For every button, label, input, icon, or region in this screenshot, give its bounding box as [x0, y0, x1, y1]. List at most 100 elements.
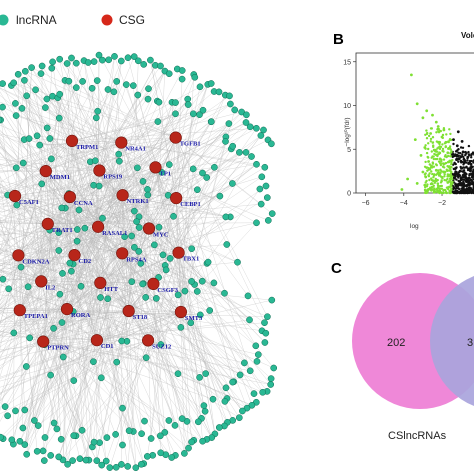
lncrna-node	[94, 107, 102, 115]
network-edge	[178, 252, 255, 394]
lncrna-node	[57, 435, 65, 443]
lncrna-node	[90, 181, 97, 189]
network-edge	[122, 195, 231, 218]
lncrna-node	[99, 56, 106, 64]
lncrna-node	[72, 84, 80, 91]
network-edge	[92, 195, 123, 447]
network-edge	[122, 253, 228, 423]
lncrna-node	[70, 377, 78, 384]
lncrna-node	[102, 457, 110, 465]
network-edge	[88, 62, 122, 143]
lncrna-node	[234, 258, 241, 266]
network-edge	[71, 140, 83, 431]
volcano-point	[423, 188, 427, 192]
lncrna-node	[135, 248, 143, 255]
network-edge	[121, 142, 265, 168]
volcano-point	[433, 188, 437, 191]
volcano-point	[448, 160, 451, 163]
volcano-point	[436, 186, 440, 190]
lncrna-node	[261, 319, 268, 327]
volcano-point	[430, 150, 433, 153]
volcano-point	[427, 147, 430, 151]
gene-label: RPS4A	[126, 256, 147, 263]
volcano-point	[424, 186, 427, 189]
volcano-point	[461, 160, 465, 164]
network-edge	[0, 310, 129, 314]
volcano-point	[430, 156, 433, 159]
network-edge	[122, 253, 243, 412]
network-edge	[8, 137, 176, 289]
lncrna-node	[12, 164, 20, 172]
volcano-point	[431, 113, 434, 117]
volcano-point	[442, 162, 446, 166]
network-edge	[16, 115, 156, 168]
lncrna-node	[55, 114, 63, 122]
volcano-point	[468, 167, 471, 170]
network-edge	[0, 255, 19, 350]
volcano-point	[460, 140, 464, 143]
network-edge	[0, 195, 16, 253]
network-edge	[0, 195, 16, 282]
volcano-point	[460, 184, 463, 187]
volcano-point	[463, 178, 466, 181]
lncrna-node	[55, 229, 63, 236]
volcano-point	[450, 150, 453, 153]
panel-letter-b: B	[333, 31, 344, 48]
volcano-point	[430, 170, 433, 173]
volcano-title: Volc	[461, 31, 474, 40]
network-edge	[34, 341, 44, 421]
network-edge	[26, 142, 122, 455]
volcano-point	[459, 165, 462, 169]
network-edge	[148, 228, 250, 321]
volcano-point	[457, 160, 460, 163]
network-edge	[0, 140, 98, 341]
network-edge	[44, 310, 129, 438]
gene-label: NR4A1	[125, 146, 146, 153]
network-edge	[15, 115, 42, 282]
volcano-point	[453, 162, 456, 165]
lncrna-node	[235, 414, 243, 422]
network-edge	[0, 313, 44, 342]
lncrna-node	[149, 451, 157, 459]
network-edge	[0, 140, 73, 201]
volcano-point	[441, 143, 444, 146]
lncrna-node	[23, 92, 31, 100]
network-edge	[153, 283, 165, 433]
network-edge	[29, 138, 123, 196]
lncrna-node	[166, 255, 174, 262]
volcano-point	[461, 150, 465, 154]
volcano-point	[444, 154, 447, 157]
lncrna-node	[46, 135, 54, 142]
network-edge	[0, 281, 42, 325]
volcano-point	[425, 179, 428, 183]
network-edge	[97, 70, 183, 227]
volcano-point	[432, 174, 436, 177]
network-edge	[0, 247, 19, 256]
volcano-point	[425, 109, 429, 113]
csg-node	[174, 305, 187, 319]
network-edge	[24, 80, 42, 282]
network-edge	[178, 252, 199, 422]
gene-label: IL2	[45, 284, 55, 291]
network-edge	[122, 253, 225, 294]
lncrna-node	[99, 214, 106, 222]
network-edge	[0, 187, 68, 310]
network-edge	[121, 142, 132, 282]
volcano-point	[448, 185, 452, 189]
lncrna-node	[263, 194, 271, 201]
lncrna-node	[129, 82, 137, 89]
network-edge	[45, 171, 176, 456]
lncrna-node	[43, 124, 51, 132]
gene-label: RPS19	[103, 174, 123, 181]
network-edge	[122, 253, 212, 438]
network-edge	[0, 273, 20, 311]
volcano-point	[438, 147, 442, 151]
y-tick-label: 0	[347, 191, 351, 198]
network-edge	[0, 281, 42, 332]
network-edge	[0, 282, 101, 348]
volcano-point	[448, 145, 452, 148]
lncrna-node	[90, 358, 97, 366]
volcano-point	[457, 157, 461, 161]
network-edge	[0, 195, 16, 198]
lncrna-node	[152, 295, 160, 302]
